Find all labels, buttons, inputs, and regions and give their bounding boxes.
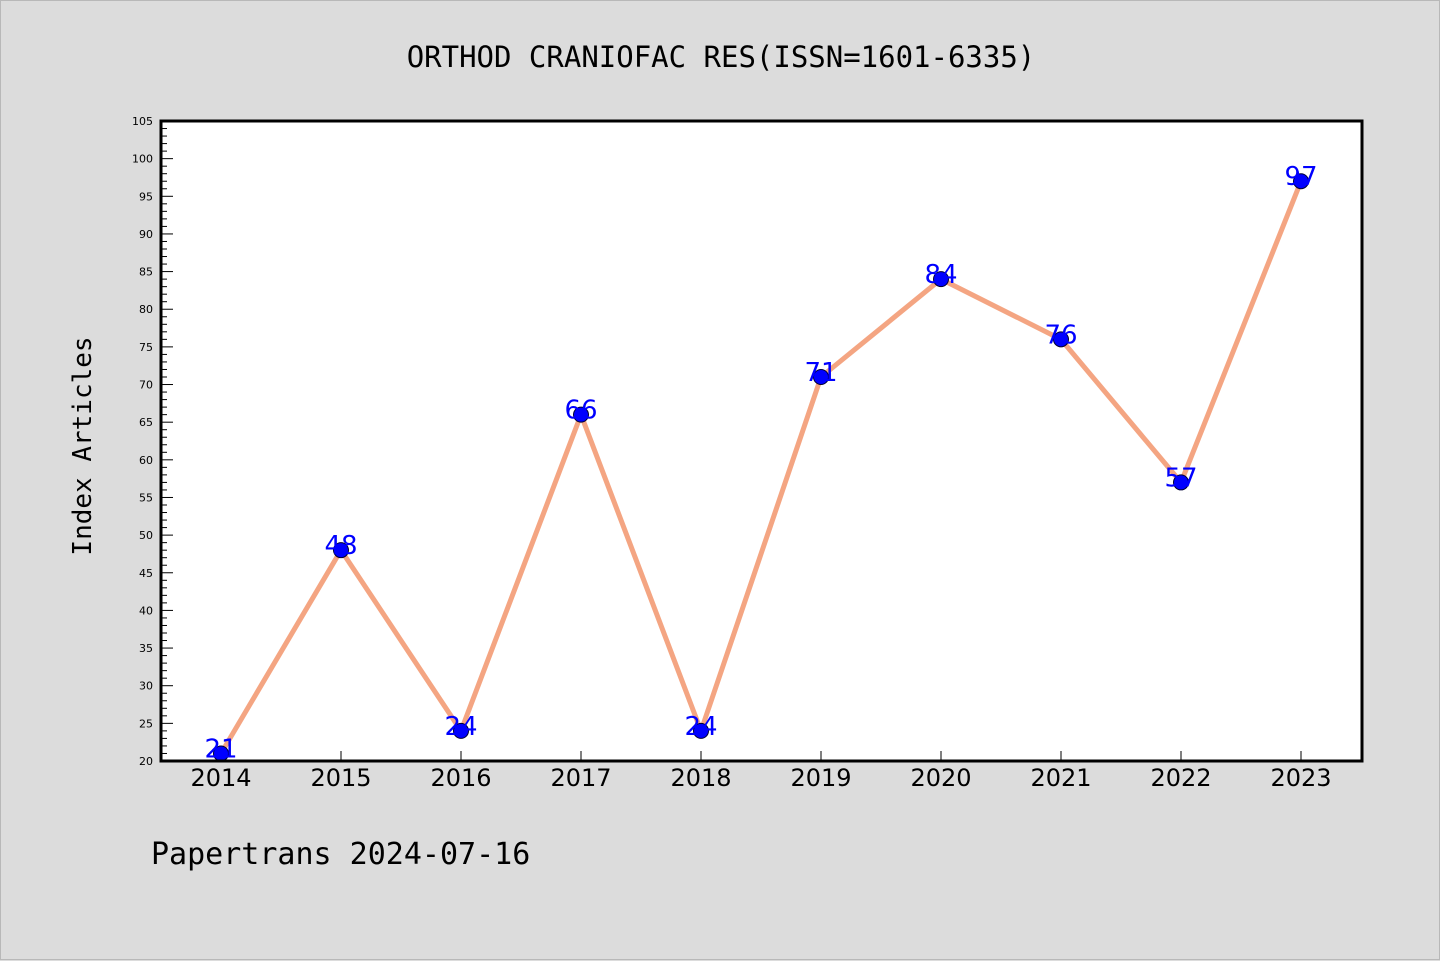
x-tick-label: 2019 (790, 764, 851, 792)
y-tick-label: 50 (139, 529, 153, 542)
y-tick-label: 80 (139, 303, 153, 316)
y-tick-label: 30 (139, 680, 153, 693)
data-label-2015: 48 (324, 531, 357, 561)
data-point-2016 (453, 722, 469, 739)
y-tick-label: 75 (139, 341, 153, 354)
y-tick-label: 25 (139, 717, 153, 730)
x-tick-label: 2014 (190, 764, 251, 792)
data-label-2018: 24 (684, 712, 717, 742)
series-line (218, 180, 1304, 755)
y-tick-label: 90 (139, 228, 153, 241)
data-labels: 21 48 24 66 24 71 84 76 57 97 (204, 162, 1317, 764)
y-axis-label: Index Articles (68, 336, 98, 555)
data-point-2022 (1173, 474, 1189, 491)
plot-border (159, 119, 1364, 763)
y-tick-label: 100 (132, 153, 153, 166)
y-tick-label: 65 (139, 416, 153, 429)
data-point-2015 (333, 542, 349, 559)
y-tick-label: 20 (139, 755, 153, 768)
data-point-2020 (933, 271, 949, 288)
y-tick-label: 70 (139, 379, 153, 392)
y-tick-label: 55 (139, 491, 153, 504)
data-point-2019 (813, 369, 829, 385)
y-tick-label: 40 (139, 604, 153, 617)
data-label-2019: 71 (804, 358, 837, 388)
data-label-2020: 84 (924, 260, 957, 290)
data-point-2018 (693, 722, 709, 739)
data-point-2023 (1293, 173, 1309, 190)
x-tick-label: 2015 (310, 764, 371, 792)
x-tick-label: 2022 (1150, 764, 1211, 792)
x-tick-label: 2023 (1270, 764, 1331, 792)
y-axis-ticks: 20 25 30 35 40 45 50 55 60 65 70 75 80 85 90 95 100 105 (132, 115, 173, 768)
y-tick-label: 85 (139, 266, 153, 279)
y-tick-label: 95 (139, 190, 153, 203)
x-tick-label: 2016 (430, 764, 491, 792)
x-tick-label: 2018 (670, 764, 731, 792)
y-tick-label: 60 (139, 454, 153, 467)
y-tick-label: 35 (139, 642, 153, 655)
x-tick-label: 2021 (1030, 764, 1091, 792)
data-label-2016: 24 (444, 712, 477, 742)
x-tick-label: 2017 (550, 764, 611, 792)
data-point-2021 (1053, 331, 1069, 348)
y-tick-label: 45 (139, 567, 153, 580)
chart-title: ORTHOD CRANIOFAC RES(ISSN=1601-6335) (407, 40, 1036, 74)
y-tick-label: 105 (132, 115, 153, 128)
data-label-2021: 76 (1044, 320, 1077, 350)
x-axis-ticks: 2014 2015 2016 2017 2018 2019 2020 2021 2022 2023 (190, 751, 1332, 792)
data-point-2017 (573, 406, 589, 423)
data-markers (213, 173, 1309, 762)
data-label-2014: 21 (204, 734, 237, 764)
plot-area (161, 121, 1362, 761)
data-label-2017: 66 (564, 396, 597, 426)
data-label-2022: 57 (1164, 463, 1197, 493)
x-tick-label: 2020 (910, 764, 971, 792)
data-label-2023: 97 (1284, 162, 1317, 192)
footer-credit: Papertrans 2024-07-16 (151, 837, 530, 872)
